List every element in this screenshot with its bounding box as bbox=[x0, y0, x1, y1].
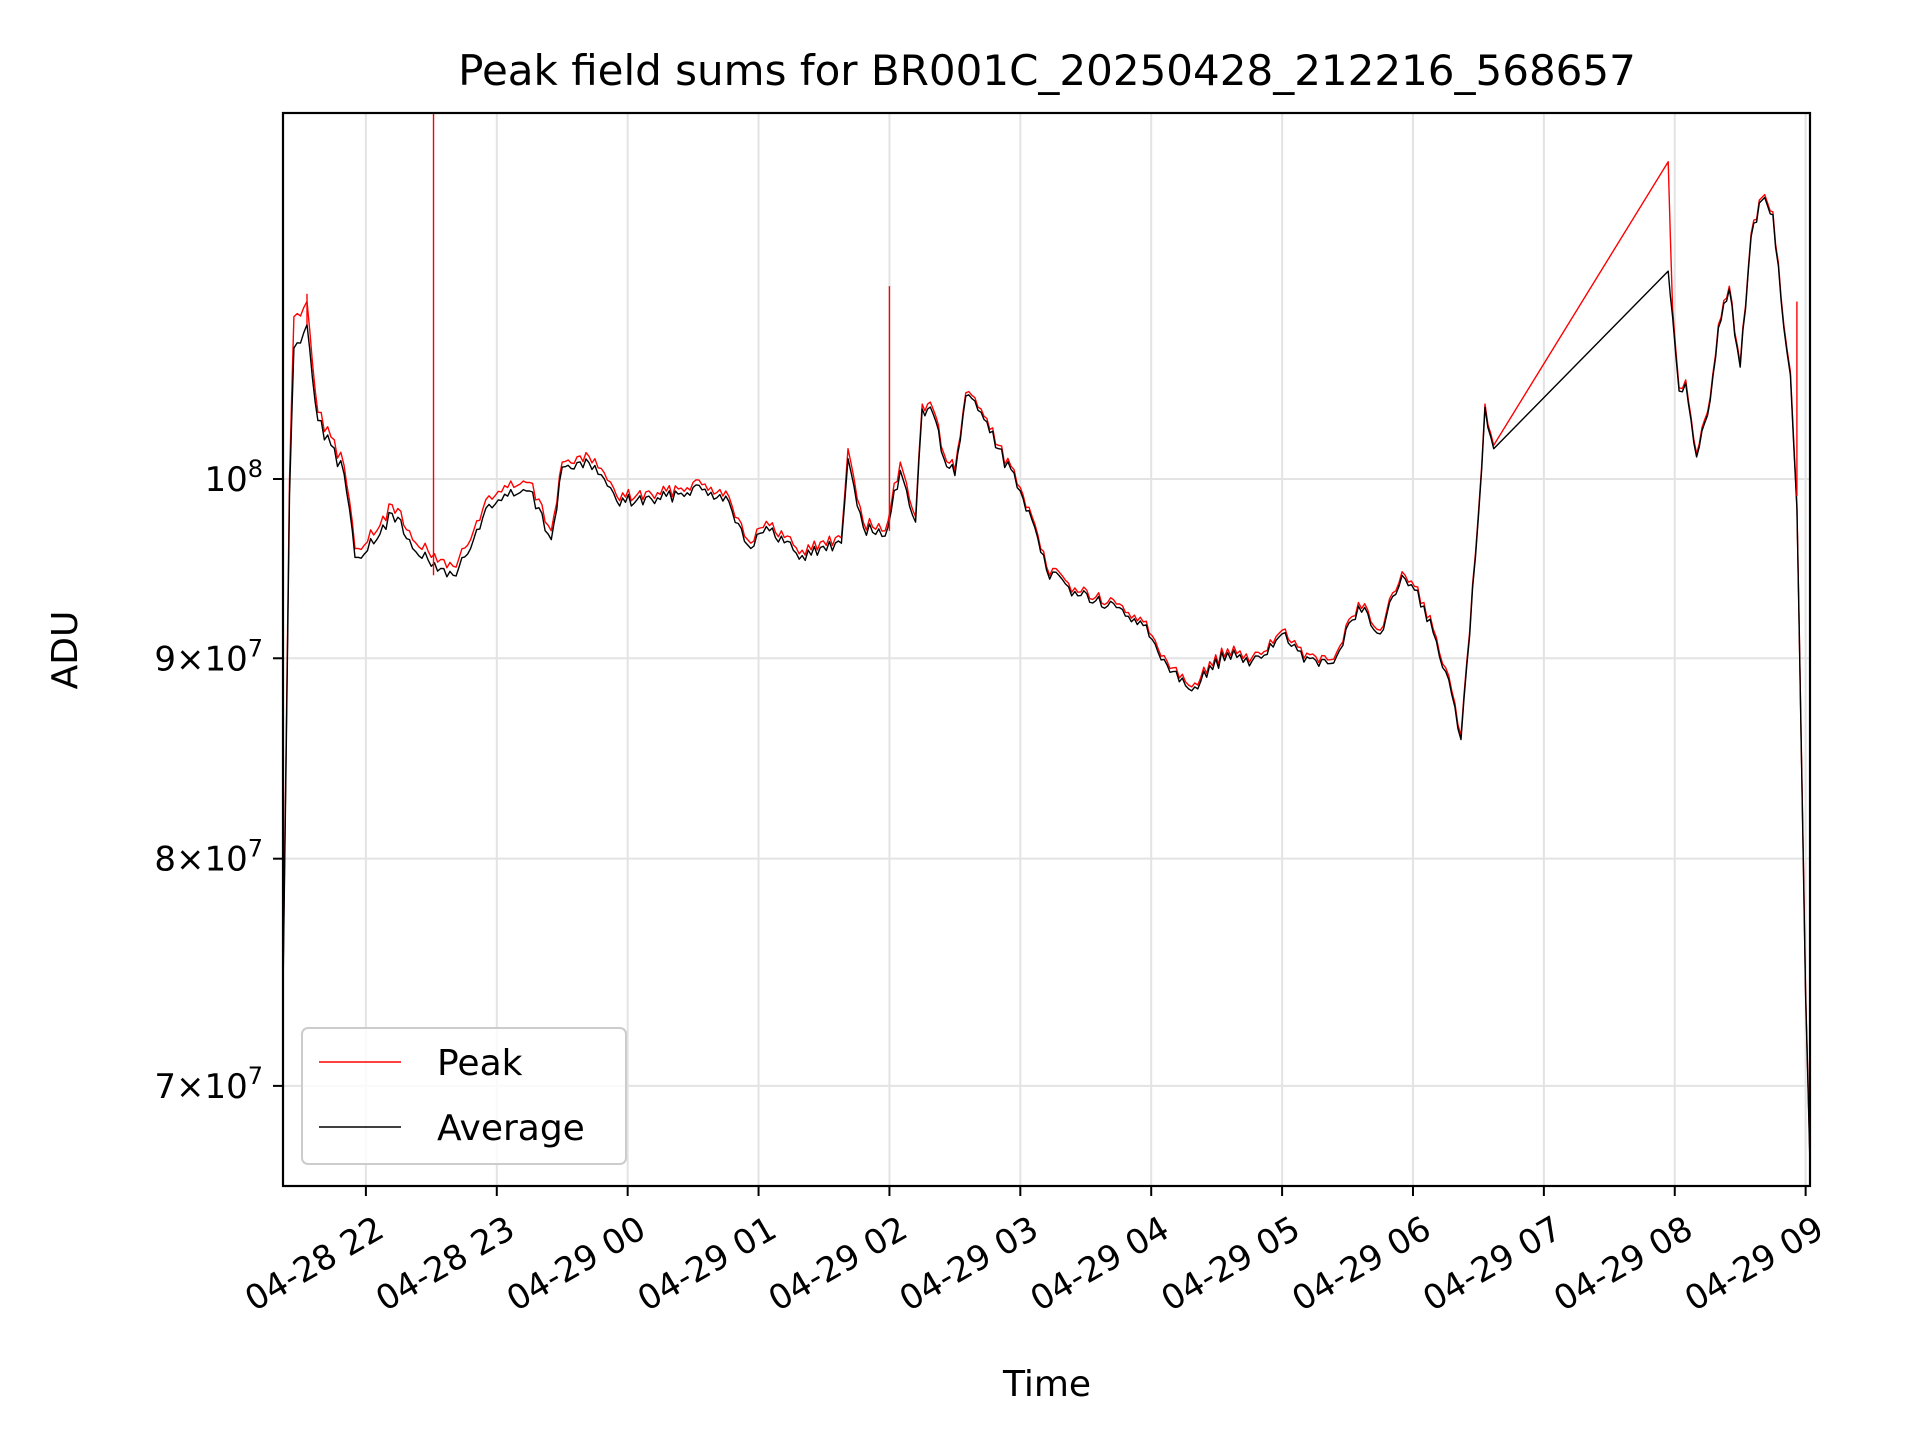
y-tick-label: 9×107 bbox=[154, 634, 263, 679]
series-line-peak bbox=[282, 161, 1811, 1161]
y-axis-label: ADU bbox=[45, 611, 86, 690]
legend-label-average: Average bbox=[437, 1108, 585, 1149]
y-tick-label: 8×107 bbox=[154, 835, 263, 880]
x-axis-label: Time bbox=[1002, 1364, 1091, 1405]
grid-lines bbox=[283, 113, 1810, 1186]
series-line-average bbox=[282, 196, 1811, 1166]
series-lines bbox=[282, 113, 1811, 1166]
y-tick-label: 7×107 bbox=[154, 1062, 263, 1107]
legend-label-peak: Peak bbox=[437, 1043, 523, 1084]
y-tick-label: 108 bbox=[204, 455, 263, 500]
chart-title: Peak field sums for BR001C_20250428_2122… bbox=[458, 46, 1636, 95]
legend: Peak Average bbox=[301, 1027, 627, 1165]
y-axis-ticks: 7×107 8×107 9×107 108 bbox=[154, 455, 283, 1107]
plot-area-frame bbox=[281, 111, 1812, 1188]
